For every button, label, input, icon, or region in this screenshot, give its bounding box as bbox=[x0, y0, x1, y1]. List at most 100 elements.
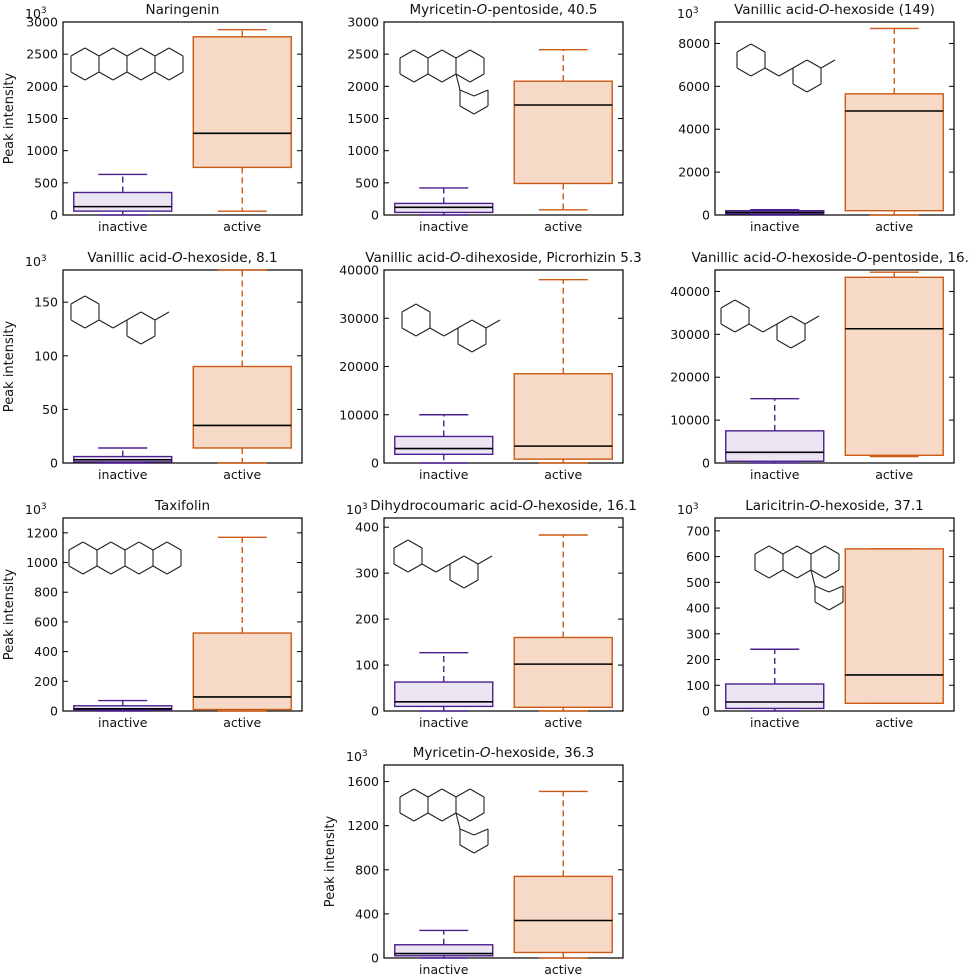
bond bbox=[427, 49, 443, 59]
bond bbox=[441, 73, 457, 83]
bond bbox=[485, 319, 501, 329]
bond bbox=[68, 541, 84, 551]
bond bbox=[762, 323, 778, 333]
y-axis-label: Peak intensity bbox=[2, 569, 17, 661]
structure-diagram bbox=[68, 541, 182, 575]
bond bbox=[736, 67, 752, 77]
bond bbox=[399, 49, 415, 59]
y-multiplier: 103 bbox=[25, 6, 47, 21]
bond bbox=[126, 311, 142, 321]
y-tick-label: 800 bbox=[34, 585, 58, 600]
x-tick-label: inactive bbox=[750, 467, 800, 482]
bond bbox=[441, 49, 457, 59]
panel-title: Vanillic acid-O-hexoside, 8.1 bbox=[87, 250, 277, 266]
bond bbox=[449, 579, 465, 589]
y-tick-label: 3000 bbox=[347, 15, 379, 30]
iqr-box bbox=[192, 632, 292, 711]
iqr-box bbox=[513, 80, 613, 185]
iqr-box bbox=[844, 276, 944, 456]
bond bbox=[441, 788, 457, 798]
bond bbox=[112, 47, 128, 57]
bond bbox=[399, 73, 415, 83]
panel-title: Myricetin-O-hexoside, 36.3 bbox=[413, 745, 594, 761]
bond bbox=[154, 71, 170, 81]
iqr-box bbox=[394, 681, 494, 708]
y-tick-label: 20000 bbox=[670, 370, 710, 385]
bond bbox=[810, 545, 826, 555]
bond bbox=[168, 71, 184, 81]
bond bbox=[768, 569, 784, 579]
y-tick-label: 100 bbox=[34, 348, 58, 363]
bond bbox=[401, 327, 417, 337]
y-tick-label: 1500 bbox=[347, 111, 379, 126]
y-tick-label: 10000 bbox=[670, 413, 710, 428]
bond bbox=[776, 315, 792, 325]
bond bbox=[124, 565, 140, 575]
active-box bbox=[192, 536, 292, 712]
panel-title: Myricetin-O-pentoside, 40.5 bbox=[410, 2, 598, 18]
bond bbox=[154, 47, 170, 57]
iqr-box bbox=[513, 636, 613, 709]
active-box bbox=[844, 271, 944, 458]
box-plot-panel: Vanillic acid-O-dihexoside, Picrorhizin … bbox=[339, 250, 642, 482]
box-plot-panel: Laricitrin-O-hexoside, 37.1 0 100 200 300 400… bbox=[677, 498, 955, 730]
bond bbox=[68, 565, 84, 575]
bond bbox=[471, 343, 487, 353]
bond bbox=[84, 295, 100, 305]
inactive-box bbox=[394, 187, 494, 216]
active-box bbox=[844, 27, 944, 216]
bond bbox=[750, 43, 766, 53]
bond bbox=[459, 844, 475, 854]
bond bbox=[168, 47, 184, 57]
y-tick-label: 8000 bbox=[678, 36, 710, 51]
bond bbox=[441, 812, 457, 822]
y-tick-label: 1000 bbox=[26, 555, 58, 570]
bond bbox=[112, 71, 128, 81]
bond bbox=[804, 315, 820, 325]
structure-diagram bbox=[70, 47, 184, 81]
bond bbox=[459, 89, 475, 97]
box-plot-panel: Taxifolin 0 200 400 600 800 1000 1200 103 Peak in… bbox=[2, 498, 303, 730]
bond bbox=[469, 812, 485, 822]
iqr-box bbox=[192, 36, 292, 169]
bond bbox=[82, 541, 98, 551]
bond bbox=[152, 541, 168, 551]
bond bbox=[429, 327, 445, 337]
bond bbox=[463, 579, 479, 589]
bond bbox=[469, 788, 485, 798]
iqr-box bbox=[844, 93, 944, 212]
active-box bbox=[513, 48, 613, 211]
x-tick-label: active bbox=[223, 467, 261, 482]
box-plot-panel: Vanillic acid-O-hexoside (149) 0 2000 4000 6… bbox=[677, 2, 955, 234]
bond bbox=[469, 49, 485, 59]
bond bbox=[393, 563, 409, 573]
y-tick-label: 800 bbox=[355, 862, 379, 877]
y-tick-label: 40000 bbox=[339, 263, 379, 278]
bond bbox=[806, 83, 822, 93]
y-tick-label: 3000 bbox=[26, 15, 58, 30]
bond bbox=[764, 67, 780, 77]
bond bbox=[82, 565, 98, 575]
x-tick-label: inactive bbox=[98, 467, 148, 482]
bond bbox=[778, 67, 794, 77]
y-tick-label: 0 bbox=[371, 951, 379, 966]
y-tick-label: 30000 bbox=[339, 311, 379, 326]
inactive-box bbox=[725, 208, 825, 216]
x-tick-label: inactive bbox=[419, 962, 469, 977]
y-tick-label: 700 bbox=[686, 523, 710, 538]
bond bbox=[427, 812, 443, 822]
bond bbox=[455, 812, 461, 830]
y-tick-label: 400 bbox=[355, 520, 379, 535]
bond bbox=[415, 327, 431, 337]
structure-diagram bbox=[754, 545, 844, 611]
bond bbox=[790, 315, 806, 325]
bond bbox=[720, 323, 736, 333]
bond bbox=[463, 555, 479, 565]
y-tick-label: 50 bbox=[42, 402, 58, 417]
inactive-box bbox=[725, 648, 825, 712]
bond bbox=[459, 105, 475, 115]
y-multiplier: 103 bbox=[346, 502, 368, 517]
y-tick-label: 30000 bbox=[670, 327, 710, 342]
iqr-box bbox=[725, 683, 825, 710]
